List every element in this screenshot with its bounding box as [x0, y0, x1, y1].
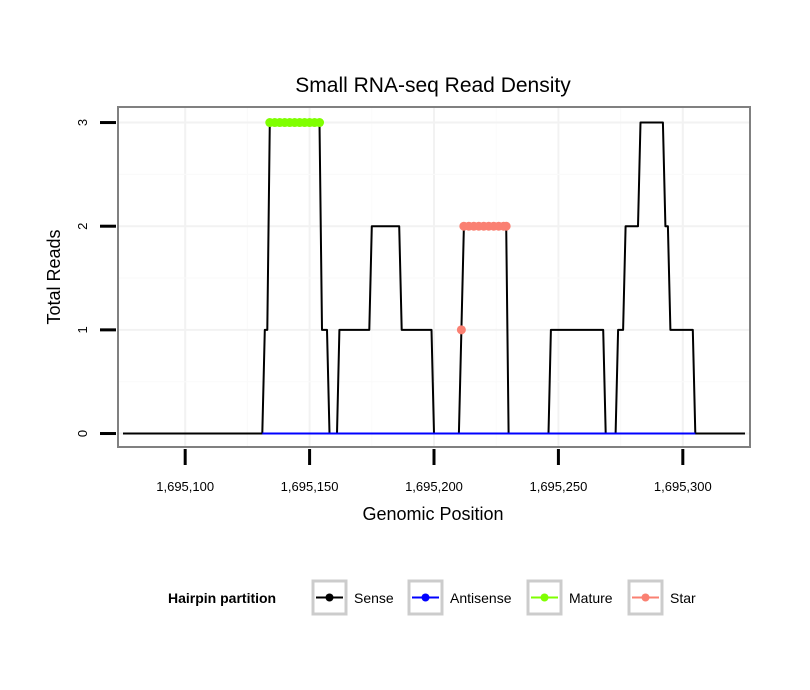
legend-label: Antisense — [450, 590, 512, 606]
chart-title: Small RNA-seq Read Density — [295, 74, 571, 97]
data-point-mature — [315, 118, 325, 128]
x-tick-label: 1,695,250 — [529, 479, 587, 494]
x-axis: 1,695,100 1,695,150 1,695,200 1,695,250 1,69… — [156, 449, 712, 494]
legend-key-marker — [540, 593, 549, 602]
legend-label: Sense — [354, 590, 394, 606]
y-tick-label: 2 — [75, 223, 90, 230]
legend-label: Mature — [569, 590, 613, 606]
y-tick-label: 1 — [75, 326, 90, 333]
legend-label: Star — [670, 590, 696, 606]
x-axis-title: Genomic Position — [362, 504, 503, 524]
plot-panel-border — [117, 106, 751, 448]
legend-entry-mature: Mature — [526, 579, 613, 616]
data-point-star — [456, 325, 466, 335]
legend: Hairpin partition Sense Antisense Mature St… — [168, 579, 696, 616]
y-axis: 0 1 2 3 — [75, 119, 116, 437]
legend-title: Hairpin partition — [168, 590, 276, 606]
x-tick-label: 1,695,300 — [654, 479, 712, 494]
x-tick-label: 1,695,100 — [156, 479, 214, 494]
legend-entry-star: Star — [627, 579, 696, 616]
y-axis-title: Total Reads — [44, 229, 64, 324]
data-point-star — [501, 221, 511, 231]
plot-series — [123, 118, 745, 435]
x-tick-label: 1,695,200 — [405, 479, 463, 494]
legend-entry-sense: Sense — [311, 579, 394, 616]
legend-key-marker — [641, 593, 650, 602]
y-tick-label: 3 — [75, 119, 90, 126]
legend-entry-antisense: Antisense — [407, 579, 512, 616]
legend-key-marker — [421, 593, 430, 602]
legend-key-marker — [325, 593, 334, 602]
x-tick-label: 1,695,150 — [281, 479, 339, 494]
y-tick-label: 0 — [75, 430, 90, 437]
